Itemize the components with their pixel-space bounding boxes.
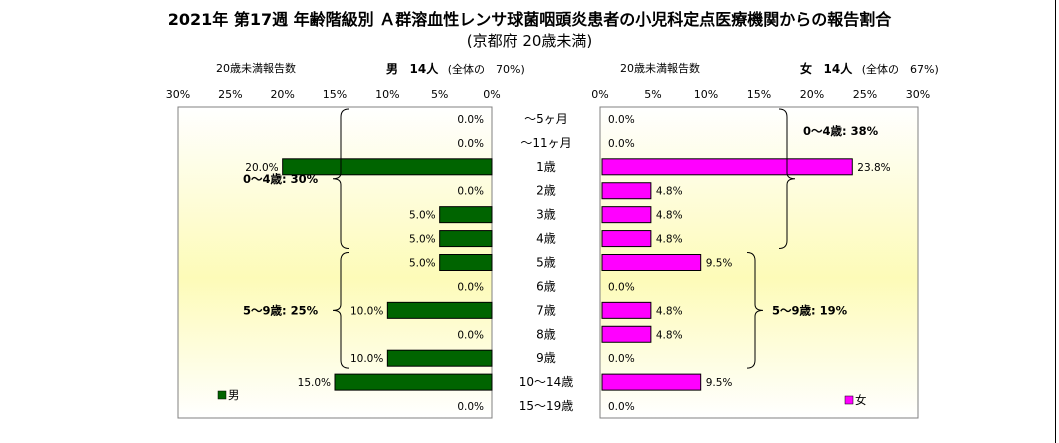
age-category-label: 4歳 <box>536 232 556 246</box>
male-caption: 20歳未満報告数 <box>216 62 296 75</box>
age-category-label: 10～14歳 <box>519 375 574 389</box>
female-value-label: 4.8% <box>656 234 683 246</box>
male-value-label: 10.0% <box>350 305 383 317</box>
male-summary-name: 男 <box>386 62 399 76</box>
female-x-tick-label: 10% <box>694 88 718 101</box>
male-bracket-0-4 <box>332 108 350 250</box>
male-bar <box>334 373 493 391</box>
female-summary-name: 女 <box>800 62 813 76</box>
female-x-tick-label: 20% <box>800 88 824 101</box>
female-bar <box>601 325 652 343</box>
male-value-label: 0.0% <box>457 186 484 198</box>
male-summary-share: (全体の 70%) <box>447 63 525 76</box>
male-bar <box>439 230 493 248</box>
male-bar <box>386 349 493 367</box>
female-summary-count: 14人 <box>823 62 853 76</box>
male-x-tick-label: 5% <box>431 88 448 101</box>
male-annotation-0-4: 0～4歳: 30% <box>243 172 319 186</box>
female-bracket-5-9 <box>746 252 764 369</box>
male-x-tick-label: 0% <box>483 88 500 101</box>
window-border <box>1055 0 1056 443</box>
female-value-label: 0.0% <box>608 138 635 150</box>
age-category-label: 5歳 <box>536 256 556 270</box>
female-summary: 女 14人 (全体の 67%) <box>800 60 939 77</box>
male-legend-label: 男 <box>228 388 240 402</box>
female-value-label: 9.5% <box>706 258 733 270</box>
female-bar <box>601 182 652 200</box>
female-legend-swatch <box>844 395 854 405</box>
male-bar <box>439 254 493 271</box>
male-value-label: 0.0% <box>457 114 484 126</box>
male-value-label: 5.0% <box>409 234 436 246</box>
female-bar <box>601 230 652 248</box>
age-category-label: 6歳 <box>536 279 556 293</box>
male-value-label: 15.0% <box>298 377 331 389</box>
male-x-tick-label: 10% <box>375 88 399 101</box>
male-value-label: 5.0% <box>409 210 436 222</box>
female-value-label: 0.0% <box>608 353 635 365</box>
female-x-tick-label: 5% <box>644 88 661 101</box>
male-bracket-5-9 <box>332 252 350 369</box>
female-x-tick-label: 25% <box>853 88 877 101</box>
age-category-label: 9歳 <box>536 351 556 365</box>
female-x-tick-label: 0% <box>591 88 608 101</box>
female-legend-label: 女 <box>855 393 867 407</box>
male-x-tick-label: 30% <box>166 88 190 101</box>
male-bar <box>439 206 493 224</box>
age-category-label: 2歳 <box>536 184 556 198</box>
male-x-tick-label: 15% <box>323 88 347 101</box>
male-value-label: 20.0% <box>245 162 278 174</box>
male-summary-count: 14人 <box>409 62 439 76</box>
chart-subtitle: (京都府 20歳未満) <box>466 32 593 50</box>
female-bracket-0-4 <box>778 108 796 250</box>
male-value-label: 0.0% <box>457 281 484 293</box>
age-category-label: ～11ヶ月 <box>520 136 571 150</box>
age-category-label: 8歳 <box>536 327 556 341</box>
age-category-label: 3歳 <box>536 208 556 222</box>
female-bar <box>601 158 853 176</box>
male-bar <box>386 301 493 319</box>
male-x-tick-label: 20% <box>270 88 294 101</box>
female-value-label: 4.8% <box>656 329 683 341</box>
age-category-label: 7歳 <box>536 303 556 317</box>
female-value-label: 4.8% <box>656 305 683 317</box>
male-value-label: 0.0% <box>457 329 484 341</box>
female-value-label: 0.0% <box>608 401 635 413</box>
female-caption: 20歳未満報告数 <box>620 62 700 75</box>
age-category-label: 1歳 <box>536 160 556 174</box>
male-summary: 男 14人 (全体の 70%) <box>386 60 525 77</box>
female-value-label: 23.8% <box>857 162 890 174</box>
chart-title: 2021年 第17週 年齢階級別 Ａ群溶血性レンサ球菌咽頭炎患者の小児科定点医療… <box>167 10 892 29</box>
female-annotation-0-4: 0～4歳: 38% <box>803 124 879 138</box>
female-x-tick-label: 15% <box>747 88 771 101</box>
female-value-label: 4.8% <box>656 210 683 222</box>
female-x-tick-label: 30% <box>906 88 930 101</box>
female-value-label: 0.0% <box>608 281 635 293</box>
male-value-label: 0.0% <box>457 138 484 150</box>
female-annotation-5-9: 5～9歳: 19% <box>772 303 848 317</box>
female-value-label: 4.8% <box>656 186 683 198</box>
male-legend-swatch <box>217 390 227 400</box>
male-value-label: 10.0% <box>350 353 383 365</box>
male-bar <box>282 158 493 176</box>
female-value-label: 0.0% <box>608 114 635 126</box>
female-bar <box>601 206 652 224</box>
male-value-label: 0.0% <box>457 401 484 413</box>
age-category-label: ～5ヶ月 <box>524 112 568 126</box>
female-value-label: 9.5% <box>706 377 733 389</box>
male-value-label: 5.0% <box>409 258 436 270</box>
male-x-tick-label: 25% <box>218 88 242 101</box>
female-summary-share: (全体の 67%) <box>861 63 939 76</box>
male-annotation-5-9: 5～9歳: 25% <box>243 303 319 317</box>
female-bar <box>601 254 702 271</box>
age-category-label: 15～19歳 <box>519 399 574 413</box>
female-bar <box>601 373 702 391</box>
female-bar <box>601 301 652 319</box>
